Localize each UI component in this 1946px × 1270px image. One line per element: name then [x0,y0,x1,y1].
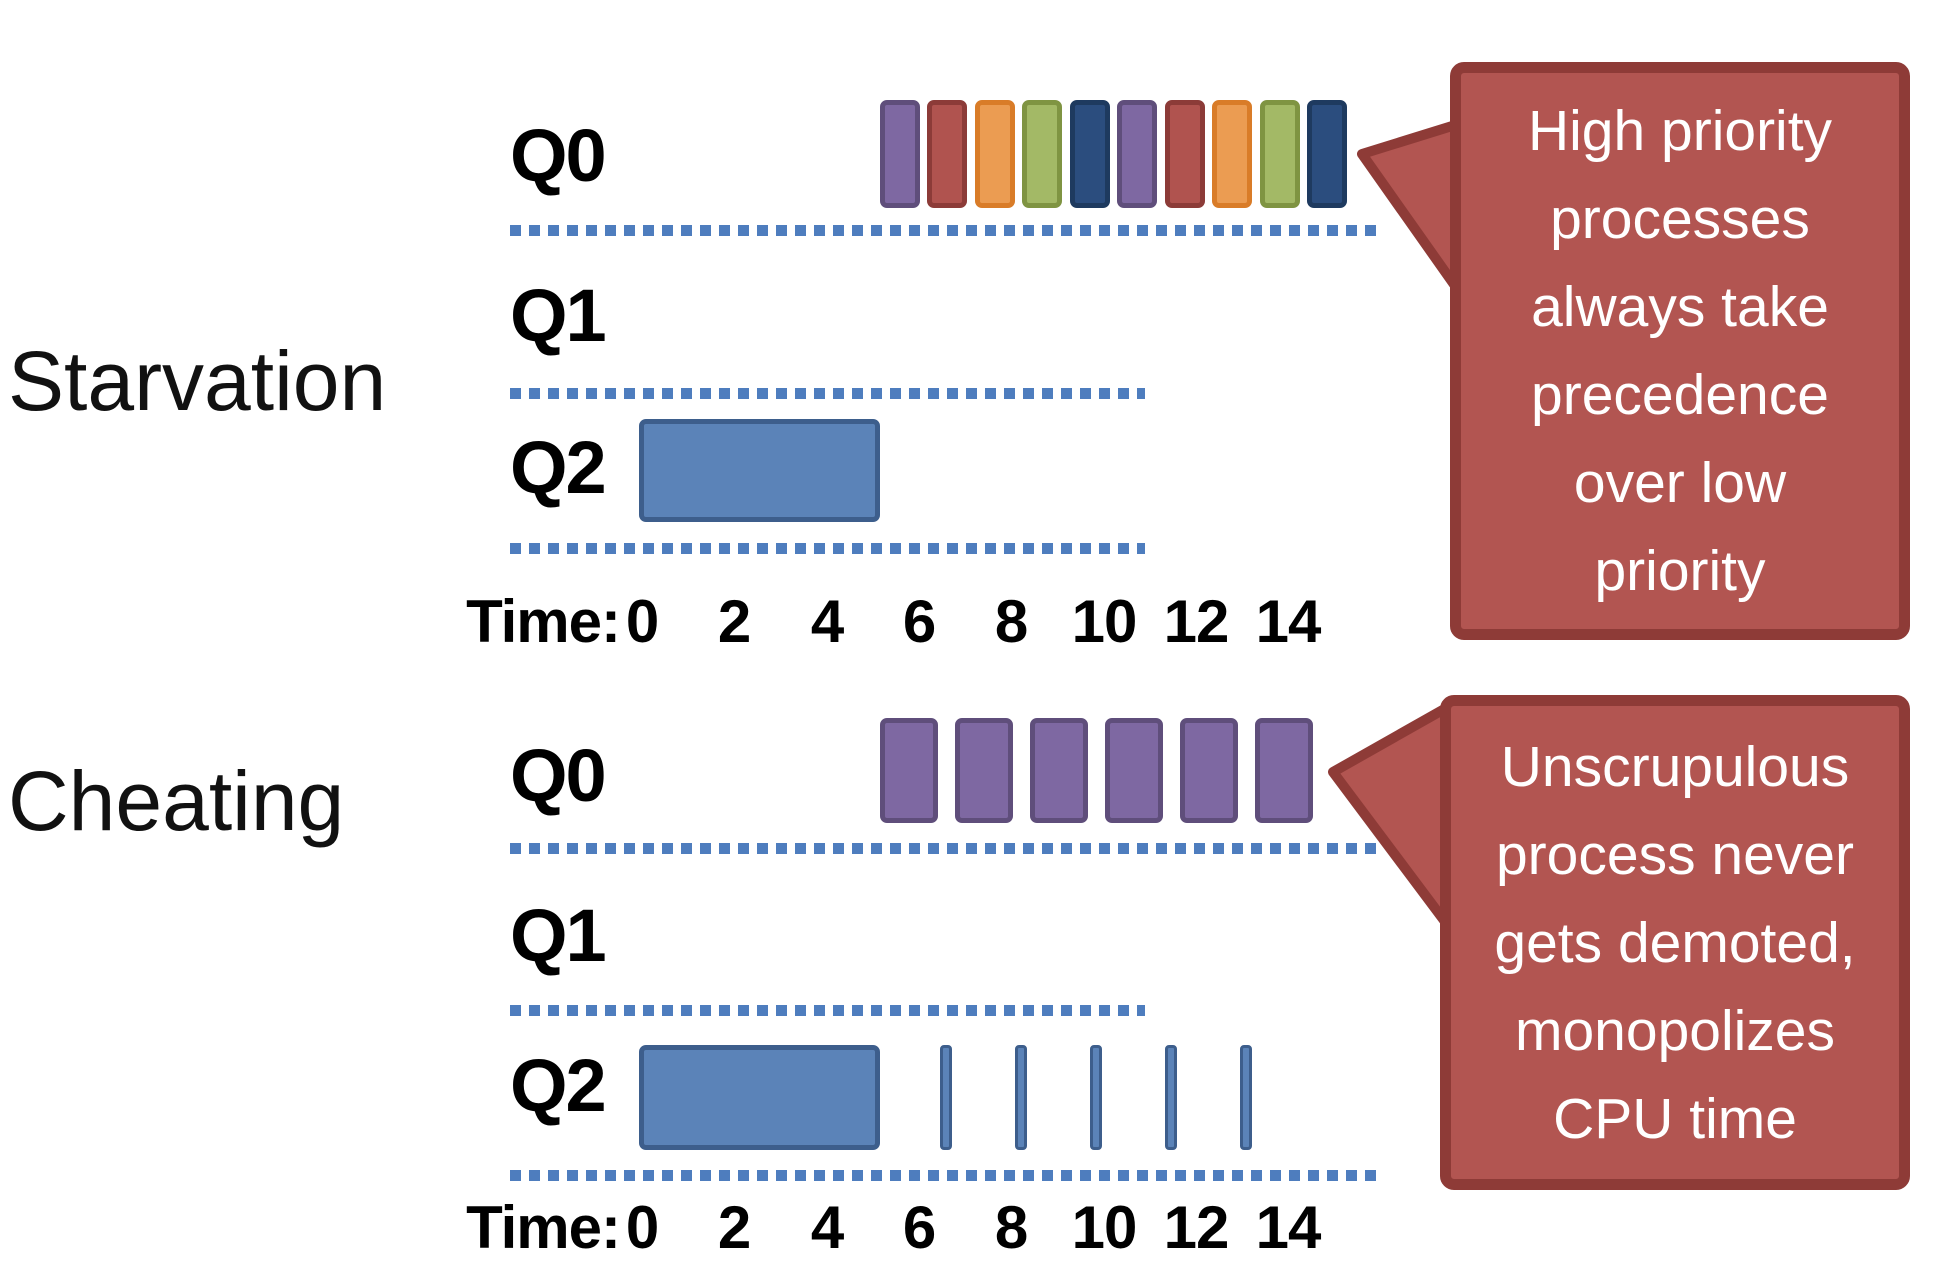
process-bar-red-q0 [927,100,967,208]
process-bar-blue-q2 [1240,1045,1252,1150]
time-tick-4: 4 [810,588,844,655]
time-tick-10: 10 [1071,588,1138,655]
callout-text-line: High priority [1527,99,1833,163]
process-bar-green-q0 [1022,100,1062,208]
process-bar-red-q0 [1165,100,1205,208]
queue-label-cheating-q1: Q1 [510,894,607,977]
callout-text-line: Unscrupulous [1500,734,1850,799]
section-title-cheating: Cheating [8,754,345,848]
callout-text-line: gets demoted, [1494,910,1856,975]
time-tick-2: 2 [717,1194,751,1261]
queue-separator-dotted-line [510,388,1145,399]
queue-separator-dotted-line [510,843,1382,854]
time-tick-0: 0 [625,1194,659,1261]
callout-bubble-starvation: High priority processes always take precede… [1450,62,1910,640]
callout-text-line: priority [1594,539,1766,603]
process-bar-purple-q0 [880,718,938,823]
callout-text-line: always take [1531,275,1829,339]
time-tick-8: 8 [994,588,1028,655]
process-bar-orange-q0 [975,100,1015,208]
time-tick-8: 8 [994,1194,1028,1261]
queue-label-starvation-q2: Q2 [510,426,607,509]
time-tick-14: 14 [1255,1194,1322,1261]
time-axis-label: Time: [466,588,621,655]
time-tick-6: 6 [902,1194,936,1261]
process-bar-green-q0 [1260,100,1300,208]
queue-label-cheating-q0: Q0 [510,734,607,817]
process-bar-navy-q0 [1307,100,1347,208]
queue-label-cheating-q2: Q2 [510,1044,607,1127]
process-bar-purple-q0 [1030,718,1088,823]
process-bar-blue-q2 [1165,1045,1177,1150]
queue-label-starvation-q0: Q0 [510,114,607,197]
queue-separator-dotted-line [510,1170,1382,1181]
time-tick-10: 10 [1071,1194,1138,1261]
process-bar-purple-q0 [955,718,1013,823]
queue-separator-dotted-line [510,543,1145,554]
process-bar-blue-q2 [940,1045,952,1150]
process-bar-purple-q0 [1255,718,1313,823]
process-bar-purple-q0 [880,100,920,208]
callout-text-line: processes [1550,187,1810,251]
queue-separator-dotted-line [510,1005,1145,1016]
process-bar-blue-q2 [1090,1045,1102,1150]
time-tick-6: 6 [902,588,936,655]
time-axis-label: Time: [466,1194,621,1261]
callout-bubble-cheating: Unscrupulous process never gets demoted, mo… [1440,695,1910,1190]
time-tick-14: 14 [1255,588,1322,655]
callout-text-line: CPU time [1553,1086,1797,1151]
callout-text-line: monopolizes [1514,998,1835,1063]
process-bar-orange-q0 [1212,100,1252,208]
process-bar-purple-q0 [1105,718,1163,823]
process-bar-purple-q0 [1117,100,1157,208]
queue-separator-dotted-line [510,225,1382,236]
process-bar-navy-q0 [1070,100,1110,208]
time-tick-2: 2 [717,588,751,655]
process-bar-purple-q0 [1180,718,1238,823]
process-bar-blue-q2 [639,1045,880,1150]
callout-text-line: process never [1495,822,1854,887]
time-tick-4: 4 [810,1194,844,1261]
time-tick-0: 0 [625,588,659,655]
queue-label-starvation-q1: Q1 [510,274,607,357]
process-bar-blue-q2 [639,419,880,522]
time-tick-12: 12 [1163,1194,1230,1261]
time-tick-12: 12 [1163,588,1230,655]
section-title-starvation: Starvation [8,334,387,428]
callout-text-line: precedence [1531,363,1829,427]
process-bar-blue-q2 [1015,1045,1027,1150]
callout-text-line: over low [1573,451,1787,515]
